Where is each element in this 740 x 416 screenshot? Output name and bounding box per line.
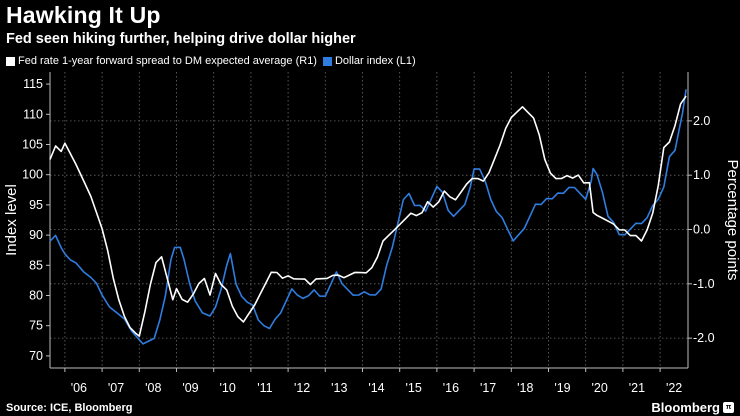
brand-name: Bloomberg	[651, 400, 720, 415]
y-right-axis-title: Percentage points	[724, 160, 740, 281]
legend-swatch-dollar-index	[322, 56, 332, 66]
x-tick-label: '11	[257, 381, 272, 395]
x-tick-label: '09	[182, 381, 198, 395]
y-right-tick-label: 0.0	[693, 223, 710, 237]
y-left-tick-label: 100	[22, 168, 43, 182]
x-tick-label: '20	[592, 381, 608, 395]
y-right-tick-label: 2.0	[693, 114, 710, 128]
x-tick-label: '06	[71, 381, 87, 395]
legend-item-fed-spread: Fed rate 1-year forward spread to DM exp…	[6, 55, 317, 67]
y-left-tick-label: 110	[23, 107, 43, 121]
legend-swatch-fed-spread	[6, 56, 15, 66]
x-tick-label: '14	[368, 381, 384, 395]
x-tick-label: '17	[480, 381, 496, 395]
series-lines	[49, 89, 687, 345]
y-left-tick-label: 115	[23, 77, 43, 91]
x-tick-label: '10	[220, 381, 236, 395]
dollar-index-line	[49, 89, 687, 345]
y-left-tick-label: 70	[29, 349, 43, 363]
chart-legend: Fed rate 1-year forward spread to DM exp…	[6, 55, 422, 67]
grid-lines	[50, 72, 688, 368]
x-tick-label: '22	[666, 381, 682, 395]
legend-label-dollar-index: Dollar index (L1)	[334, 55, 416, 67]
fed-spread-line	[49, 95, 687, 337]
x-tick-label: '16	[443, 381, 459, 395]
x-tick-label: '18	[517, 381, 533, 395]
y-left-axis-title: Index level	[3, 184, 20, 256]
legend-item-dollar-index: Dollar index (L1)	[322, 55, 416, 67]
y-left-tick-label: 80	[29, 289, 43, 303]
y-right-tick-label: -1.0	[693, 277, 715, 291]
y-left-tick-label: 85	[29, 258, 43, 272]
x-tick-label: '12	[294, 381, 310, 395]
x-tick-label: '07	[108, 381, 124, 395]
y-right-tick-label: -2.0	[693, 331, 715, 345]
x-tick-label: '08	[145, 381, 161, 395]
chart-subtitle: Fed seen hiking further, helping drive d…	[6, 31, 356, 47]
y-left-tick-label: 105	[22, 137, 43, 151]
bloomberg-logo: Bloomberg π	[651, 400, 734, 415]
tick-labels: '06 '07 '08 '09 '10 '11 '12 '13 '14 '15 '16 '17 '18 '…	[3, 77, 740, 395]
y-left-tick-label: 95	[29, 198, 43, 212]
y-left-tick-label: 90	[29, 228, 43, 242]
x-tick-label: '21	[629, 381, 645, 395]
source-note: Source: ICE, Bloomberg	[6, 402, 133, 414]
chart-title: Hawking It Up	[6, 2, 161, 28]
axes	[46, 72, 692, 372]
x-tick-label: '19	[554, 381, 570, 395]
x-tick-label: '15	[406, 381, 422, 395]
y-left-tick-label: 75	[29, 319, 43, 333]
bloomberg-badge-icon: π	[723, 402, 734, 413]
x-tick-label: '13	[331, 381, 347, 395]
y-right-tick-label: 1.0	[693, 168, 710, 182]
legend-label-fed-spread: Fed rate 1-year forward spread to DM exp…	[18, 55, 317, 67]
